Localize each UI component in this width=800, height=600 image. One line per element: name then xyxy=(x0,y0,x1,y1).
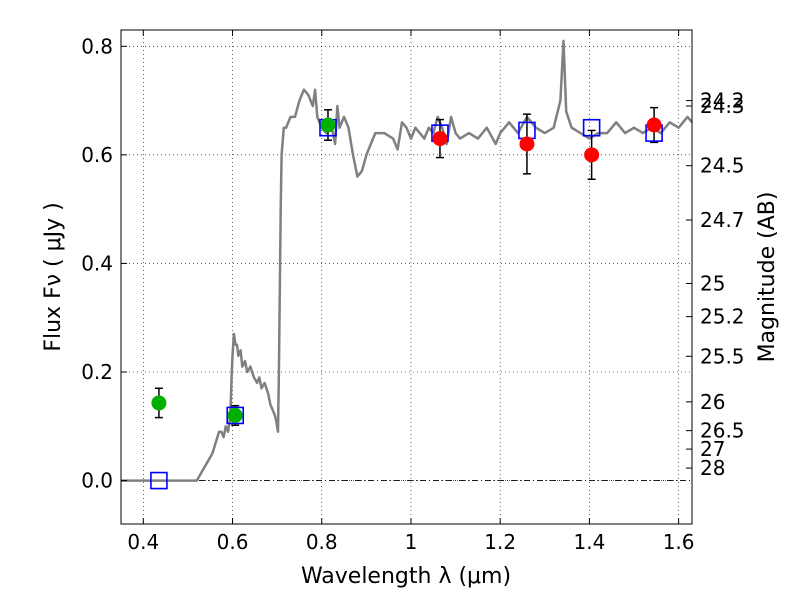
observed-data-point xyxy=(519,136,535,152)
plot-frame xyxy=(120,29,693,525)
magnitude-tick-label: 26.5 xyxy=(700,419,745,443)
y-tick-label: 0.6 xyxy=(81,143,113,167)
model-sed-curve xyxy=(121,39,693,482)
x-tick-label: 0.8 xyxy=(306,530,338,554)
magnitude-tick-label: 24.3 xyxy=(700,94,745,118)
observed-data-point xyxy=(227,407,243,423)
magnitude-tick-label: 24.5 xyxy=(700,154,745,178)
x-tick-label: 0.6 xyxy=(217,530,249,554)
grid-lines xyxy=(121,30,692,524)
observed-data-point xyxy=(320,117,336,133)
model-photometry-square xyxy=(582,118,601,137)
y2-axis-label: Magnitude (AB) xyxy=(755,192,780,363)
magnitude-tick-label: 24.2 xyxy=(700,89,745,113)
model-photometry-square xyxy=(150,471,168,490)
x-axis-ticks: 0.4 0.6 0.8 1 1.2 1.4 1.6 xyxy=(127,30,695,554)
magnitude-tick-label: 25 xyxy=(700,272,725,296)
observed-data-point xyxy=(584,147,600,163)
magnitude-tick-label: 25.2 xyxy=(700,305,745,329)
x-tick-label: 0.4 xyxy=(127,530,159,554)
observed-data-point xyxy=(432,131,448,147)
magnitude-tick-label: 26 xyxy=(700,390,725,414)
model-sed-line xyxy=(121,39,693,482)
x-tick-label: 1.2 xyxy=(484,530,516,554)
x-axis-label: Wavelength λ (μm) xyxy=(301,564,511,589)
magnitude-tick-label: 25.5 xyxy=(700,344,745,368)
y-tick-label: 0.0 xyxy=(81,469,113,493)
y-tick-label: 0.8 xyxy=(81,34,113,58)
magnitude-tick-label: 27 xyxy=(700,437,725,461)
x-tick-label: 1.6 xyxy=(663,530,695,554)
observed-data-point xyxy=(151,395,167,411)
y-tick-label: 0.2 xyxy=(81,360,113,384)
y-tick-label: 0.4 xyxy=(81,251,113,275)
observed-data-point xyxy=(646,117,662,133)
model-photometry-square xyxy=(226,406,244,425)
magnitude-tick-label: 28 xyxy=(700,456,725,480)
y-axis-ticks: 0.0 0.2 0.4 0.6 0.8 xyxy=(81,34,127,493)
x-tick-label: 1 xyxy=(405,530,418,554)
x-tick-label: 1.4 xyxy=(573,530,605,554)
magnitude-tick-label: 24.7 xyxy=(700,208,745,232)
data-markers xyxy=(150,117,663,490)
y-axis-label: Flux Fν ( μJy ) xyxy=(41,202,66,351)
